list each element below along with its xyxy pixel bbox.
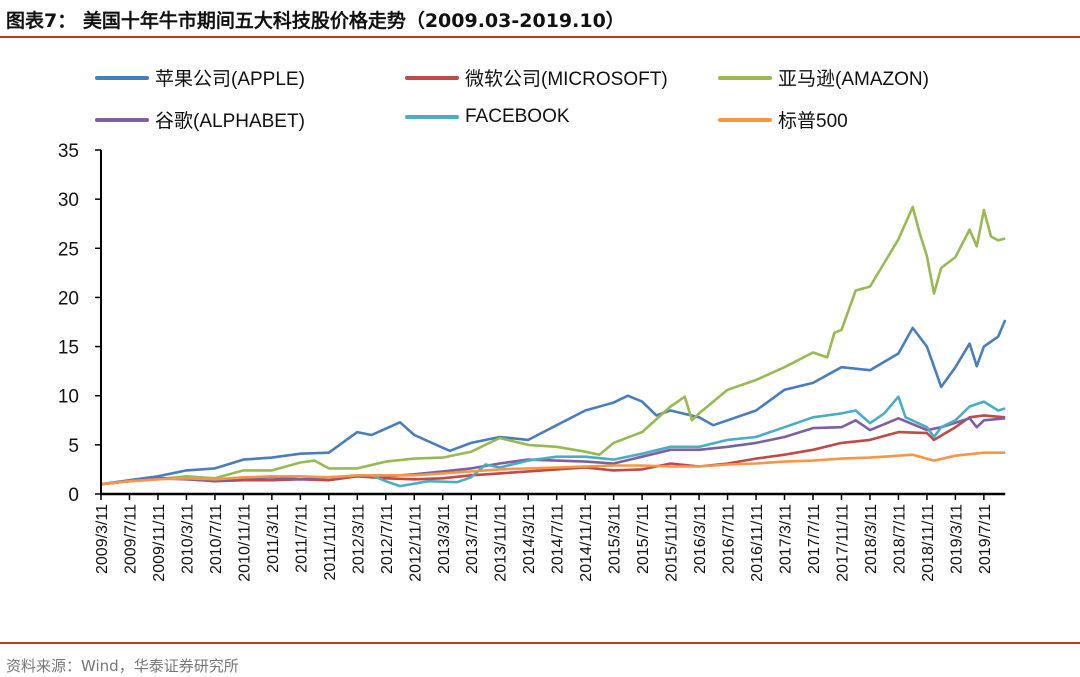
legend-item-microsoft: 微软公司(MICROSOFT) <box>405 64 668 91</box>
x-tick-label: 2013/7/11 <box>464 504 481 574</box>
series-line-4 <box>371 395 1006 488</box>
source-note: 资料来源：Wind，华泰证券研究所 <box>6 657 239 675</box>
y-tick-label: 0 <box>68 485 79 506</box>
x-tick-label: 2011/3/11 <box>265 504 282 573</box>
y-tick-label: 25 <box>58 239 79 260</box>
title-divider <box>0 36 1080 38</box>
y-tick-label: 15 <box>58 338 79 359</box>
x-tick-label: 2012/11/11 <box>407 504 424 582</box>
x-tick-label: 2009/11/11 <box>151 504 168 582</box>
x-tick-label: 2009/7/11 <box>122 504 139 574</box>
x-tick-label: 2019/7/11 <box>977 504 994 574</box>
legend-label: 标普500 <box>778 111 848 132</box>
x-tick-label: 2017/7/11 <box>806 504 823 574</box>
x-tick-label: 2012/7/11 <box>379 504 396 574</box>
y-tick-label: 30 <box>58 190 79 211</box>
legend-item-apple: 苹果公司(APPLE) <box>95 64 305 91</box>
x-tick-label: 2013/3/11 <box>436 504 453 574</box>
x-tick-label: 2010/11/11 <box>236 504 253 582</box>
x-tick-label: 2015/11/11 <box>664 504 681 582</box>
x-tick-label: 2010/7/11 <box>208 504 225 574</box>
legend-swatch <box>405 75 459 80</box>
x-tick-label: 2016/3/11 <box>692 504 709 574</box>
x-tick-label: 2012/3/11 <box>350 504 367 574</box>
x-tick-label: 2014/7/11 <box>550 504 567 574</box>
legend-item-amazon: 亚马逊(AMAZON) <box>718 64 929 91</box>
x-tick-label: 2011/7/11 <box>293 504 310 573</box>
legend-label: 亚马逊(AMAZON) <box>778 69 929 90</box>
line-chart: 0 5 10 15 20 25 30 35 2009/3/11 2009/7/11 2009/11/… <box>58 141 1007 582</box>
y-tick-label: 35 <box>58 141 79 162</box>
legend-label: 微软公司(MICROSOFT) <box>465 69 668 90</box>
x-tick-label: 2011/11/11 <box>322 504 339 581</box>
legend-swatch <box>95 75 149 80</box>
legend-swatch <box>95 117 149 122</box>
x-tick-label: 2014/3/11 <box>521 504 538 574</box>
series-line-0 <box>100 319 1007 486</box>
series-line-5 <box>100 451 1006 486</box>
x-tick-label: 2015/3/11 <box>607 504 624 574</box>
legend-swatch <box>718 75 772 80</box>
y-tick-label: 5 <box>68 436 79 457</box>
legend-swatch <box>718 117 772 122</box>
legend-item-alphabet: 谷歌(ALPHABET) <box>95 106 305 133</box>
legend-label: 苹果公司(APPLE) <box>155 69 305 90</box>
x-tick-label: 2017/3/11 <box>778 504 795 574</box>
x-tick-label: 2018/3/11 <box>863 504 880 574</box>
series-line-2 <box>100 205 1006 486</box>
x-tick-label: 2014/11/11 <box>578 504 595 582</box>
x-tick-label: 2018/11/11 <box>920 504 937 582</box>
legend-item-sp500: 标普500 <box>718 106 848 133</box>
y-tick-label: 10 <box>58 387 79 408</box>
legend-label: 谷歌(ALPHABET) <box>155 111 305 132</box>
x-tick-label: 2017/11/11 <box>834 504 851 582</box>
x-tick-label: 2010/3/11 <box>179 504 196 574</box>
footer-divider <box>0 642 1080 644</box>
y-tick-label: 20 <box>58 288 79 309</box>
legend-label: FACEBOOK <box>465 106 570 127</box>
x-tick-label: 2015/7/11 <box>635 504 652 574</box>
x-tick-label: 2019/3/11 <box>948 504 965 574</box>
x-tick-label: 2013/11/11 <box>493 504 510 582</box>
x-tick-label: 2016/11/11 <box>749 504 766 582</box>
chart-title: 图表7： 美国十年牛市期间五大科技股价格走势（2009.03-2019.10） <box>6 10 625 32</box>
legend-item-facebook: FACEBOOK <box>405 106 570 128</box>
x-tick-label: 2016/7/11 <box>721 504 738 574</box>
x-tick-label: 2018/7/11 <box>891 504 908 574</box>
legend-swatch <box>405 115 459 119</box>
x-tick-label: 2009/3/11 <box>94 504 111 574</box>
